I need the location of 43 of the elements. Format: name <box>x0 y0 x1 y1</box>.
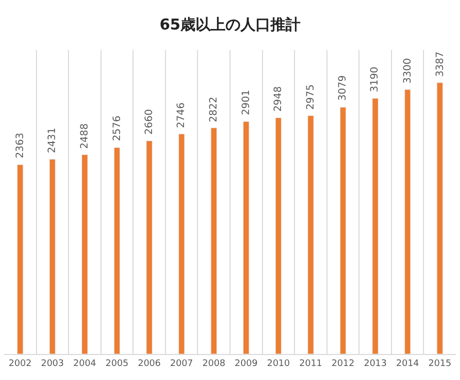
bar <box>242 121 250 354</box>
x-tick-label: 2007 <box>170 358 194 369</box>
bar <box>16 164 24 354</box>
bar <box>178 134 185 354</box>
chart-title: 65歳以上の人口推計 <box>160 16 300 34</box>
x-tick-label: 2010 <box>266 358 290 369</box>
x-tick-label: 2015 <box>428 358 452 369</box>
x-tick-label: 2002 <box>8 358 32 369</box>
x-tick-label: 2006 <box>138 358 162 369</box>
bar <box>436 82 444 354</box>
x-tick-label: 2004 <box>73 358 96 369</box>
data-label: 3190 <box>369 66 380 92</box>
x-tick-label: 2014 <box>396 358 420 369</box>
bar <box>114 147 120 354</box>
bar <box>275 118 282 354</box>
bar <box>404 89 411 354</box>
data-label: 3300 <box>402 58 414 84</box>
data-label: 2576 <box>112 116 123 142</box>
data-label: 2975 <box>306 84 317 110</box>
data-label: 3387 <box>434 51 446 77</box>
bar <box>210 128 218 354</box>
data-label: 2822 <box>208 96 220 122</box>
data-label: 2488 <box>80 123 91 149</box>
data-label: 2746 <box>176 102 188 128</box>
bar <box>146 140 152 354</box>
x-tick-label: 2011 <box>299 358 322 369</box>
x-tick-label: 2003 <box>40 358 64 369</box>
data-label: 2660 <box>144 109 155 135</box>
data-label: 2363 <box>15 132 26 158</box>
bar <box>340 107 346 354</box>
data-label: 2948 <box>273 86 284 112</box>
x-tick-label: 2005 <box>106 358 128 369</box>
x-tick-label: 2008 <box>202 358 226 369</box>
bar <box>372 98 378 354</box>
x-tick-label: 2013 <box>364 358 387 369</box>
x-tick-label: 2012 <box>332 358 354 369</box>
data-label: 2431 <box>46 128 58 154</box>
x-tick-label: 2009 <box>234 358 258 369</box>
bar <box>49 158 56 354</box>
data-label: 2901 <box>241 90 252 116</box>
data-label: 3079 <box>337 75 348 101</box>
bar <box>308 115 314 354</box>
bar <box>82 154 88 354</box>
